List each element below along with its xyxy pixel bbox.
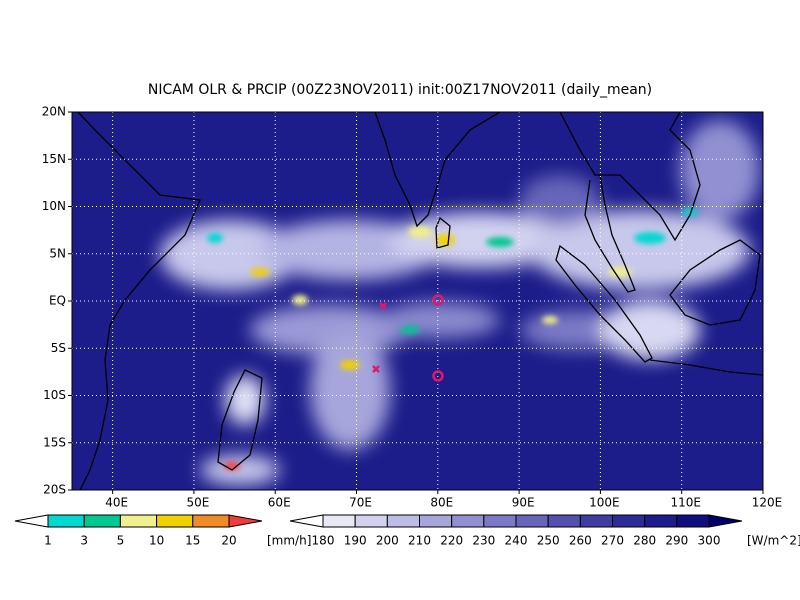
colorbar-label: 20	[221, 534, 236, 548]
lon-tick-label: 70E	[349, 496, 372, 510]
graticule	[72, 112, 763, 490]
colorbar-segment	[386, 514, 421, 528]
colorbar-label: 210	[408, 534, 431, 548]
coastlines	[77, 112, 763, 490]
colorbar-label: 280	[633, 534, 656, 548]
colorbar-label: 15	[185, 534, 200, 548]
axes: 20N 15N 10N 5N EQ 5S 10S 15S 20S 40E 50E 60E 70E 80E 9…	[42, 105, 783, 510]
colorbar-label: 200	[376, 534, 399, 548]
colorbar-segment	[83, 514, 121, 528]
lon-tick-label: 50E	[187, 496, 210, 510]
circle-marker	[432, 294, 444, 306]
site-markers	[372, 294, 444, 382]
precip-cells	[207, 208, 698, 470]
colorbar-segment	[676, 514, 710, 528]
colorbar-segment	[119, 514, 158, 528]
colorbar-label: 250	[537, 534, 560, 548]
colorbar-segment	[354, 514, 388, 528]
colorbar-segment	[451, 514, 485, 528]
lon-tick-label: 120E	[752, 496, 783, 510]
lat-tick-label: 10S	[43, 388, 66, 402]
precip-colorbar: 1 3 5 10 15 20 [mm/h]	[14, 514, 311, 548]
colorbar-label: 3	[80, 534, 88, 548]
map-field	[72, 112, 763, 490]
colorbar-arrow-high	[228, 514, 263, 528]
cloud-field	[160, 120, 760, 485]
circle-marker	[432, 370, 444, 382]
lon-tick-label: 100E	[589, 496, 620, 510]
colorbar-segment	[156, 514, 194, 528]
colorbar-arrow-low	[289, 514, 324, 528]
colorbar-unit: [mm/h]	[267, 534, 311, 548]
colorbar-label: 300	[698, 534, 721, 548]
lon-tick-label: 90E	[512, 496, 535, 510]
colorbar-label: 10	[149, 534, 164, 548]
colorbar-label: 240	[505, 534, 528, 548]
colorbar-label: 190	[344, 534, 367, 548]
colorbar-segment	[192, 514, 230, 528]
cross-marker	[372, 365, 380, 373]
colorbar-label: 270	[601, 534, 624, 548]
lat-tick-label: 10N	[42, 199, 66, 213]
colorbar-segment	[47, 514, 85, 528]
colorbar-segment	[483, 514, 517, 528]
lat-tick-label: 15N	[42, 152, 66, 166]
colorbar-label: 180	[312, 534, 335, 548]
lat-tick-label: EQ	[49, 294, 66, 308]
colorbar-label: 230	[472, 534, 495, 548]
colorbar-unit: [W/m^2]	[747, 534, 800, 548]
lat-tick-label: 5N	[49, 246, 66, 260]
colorbar-label: 5	[117, 534, 125, 548]
lon-tick-label: 80E	[430, 496, 453, 510]
colorbar-segment	[579, 514, 613, 528]
colorbar-segment	[322, 514, 356, 528]
colorbar-label: 1	[44, 534, 52, 548]
colorbar-arrow-high	[708, 514, 743, 528]
colorbar-label: 220	[440, 534, 463, 548]
lon-tick-label: 110E	[670, 496, 701, 510]
lat-tick-label: 20S	[43, 483, 66, 497]
map-title: NICAM OLR & PRCIP (00Z23NOV2011) init:00…	[148, 82, 652, 98]
colorbar-label: 290	[665, 534, 688, 548]
lat-tick-label: 15S	[43, 435, 66, 449]
colorbar-segment	[644, 514, 678, 528]
colorbar-segment	[515, 514, 549, 528]
colorbar-segment	[547, 514, 581, 528]
olr-colorbar: 180 190 200 210 220 230 240 250 260 270 280 290 300 […	[289, 514, 800, 548]
colorbar-label: 260	[569, 534, 592, 548]
colorbar-arrow-low	[14, 514, 49, 528]
lat-tick-label: 5S	[51, 341, 66, 355]
cross-marker	[379, 302, 387, 310]
colorbar-segment	[612, 514, 646, 528]
lon-tick-label: 40E	[105, 496, 128, 510]
lat-tick-label: 20N	[42, 105, 66, 119]
lon-tick-label: 60E	[268, 496, 291, 510]
colorbar-segment	[419, 514, 453, 528]
